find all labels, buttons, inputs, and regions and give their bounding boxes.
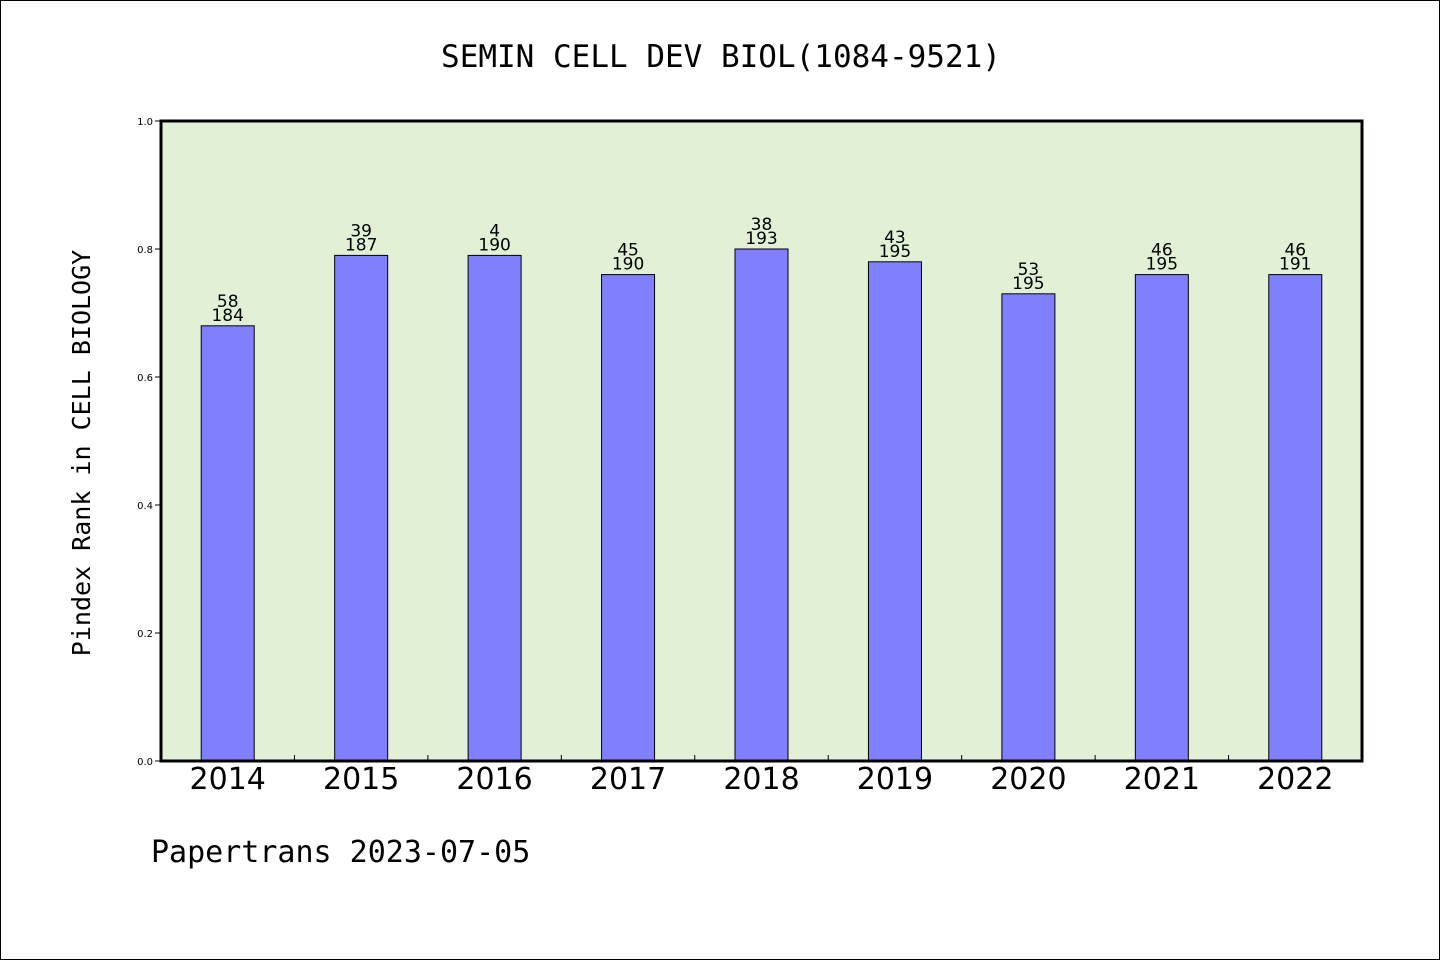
data-label-total: 190 (478, 235, 510, 255)
data-label-total: 195 (1146, 255, 1178, 275)
data-label-rank: 46 (1151, 241, 1173, 261)
y-tick-label: 0.6 (137, 373, 153, 384)
data-label-total: 187 (345, 235, 377, 255)
bar (1268, 274, 1323, 762)
x-tick-label: 2022 (1257, 762, 1333, 797)
x-tick-label: 2019 (857, 762, 933, 797)
data-label-rank: 46 (1284, 241, 1306, 261)
y-tick-label: 0.4 (137, 501, 153, 512)
bar (200, 325, 255, 762)
data-label-total: 195 (879, 242, 911, 262)
chart-title: SEMIN CELL DEV BIOL(1084-9521) (441, 39, 1001, 75)
bar (1134, 274, 1189, 762)
x-tick-label: 2020 (990, 762, 1066, 797)
bar (734, 248, 789, 762)
x-tick-label: 2018 (723, 762, 799, 797)
data-label-total: 193 (745, 229, 777, 249)
data-label-rank: 38 (751, 215, 773, 235)
data-label-total: 195 (1012, 274, 1044, 294)
bar (334, 254, 389, 762)
data-label-rank: 4 (489, 221, 500, 241)
y-axis-label: Pindex Rank in CELL BIOLOGY (67, 250, 96, 656)
data-label-rank: 53 (1018, 260, 1040, 280)
data-label-rank: 45 (617, 241, 639, 261)
data-label-total: 191 (1279, 255, 1311, 275)
x-tick-label: 2014 (190, 762, 266, 797)
plot-frame (159, 119, 1364, 763)
bar (601, 274, 656, 762)
data-label-total: 184 (211, 306, 243, 326)
bar (867, 261, 922, 762)
y-tick-label: 0.0 (137, 757, 153, 768)
y-tick-label: 0.8 (137, 245, 153, 256)
footer-credit: Papertrans 2023-07-05 (151, 835, 531, 870)
y-tick-label: 1.0 (137, 117, 153, 128)
x-tick-label: 2015 (323, 762, 399, 797)
y-tick-label: 0.2 (137, 629, 153, 640)
x-tick-label: 2021 (1124, 762, 1200, 797)
data-label-rank: 43 (884, 228, 906, 248)
data-label-rank: 58 (217, 292, 239, 312)
data-label-total: 190 (612, 255, 644, 275)
bar (467, 254, 522, 762)
bar (1001, 293, 1056, 762)
x-tick-label: 2017 (590, 762, 666, 797)
x-tick-label: 2016 (456, 762, 532, 797)
data-label-rank: 39 (350, 221, 372, 241)
